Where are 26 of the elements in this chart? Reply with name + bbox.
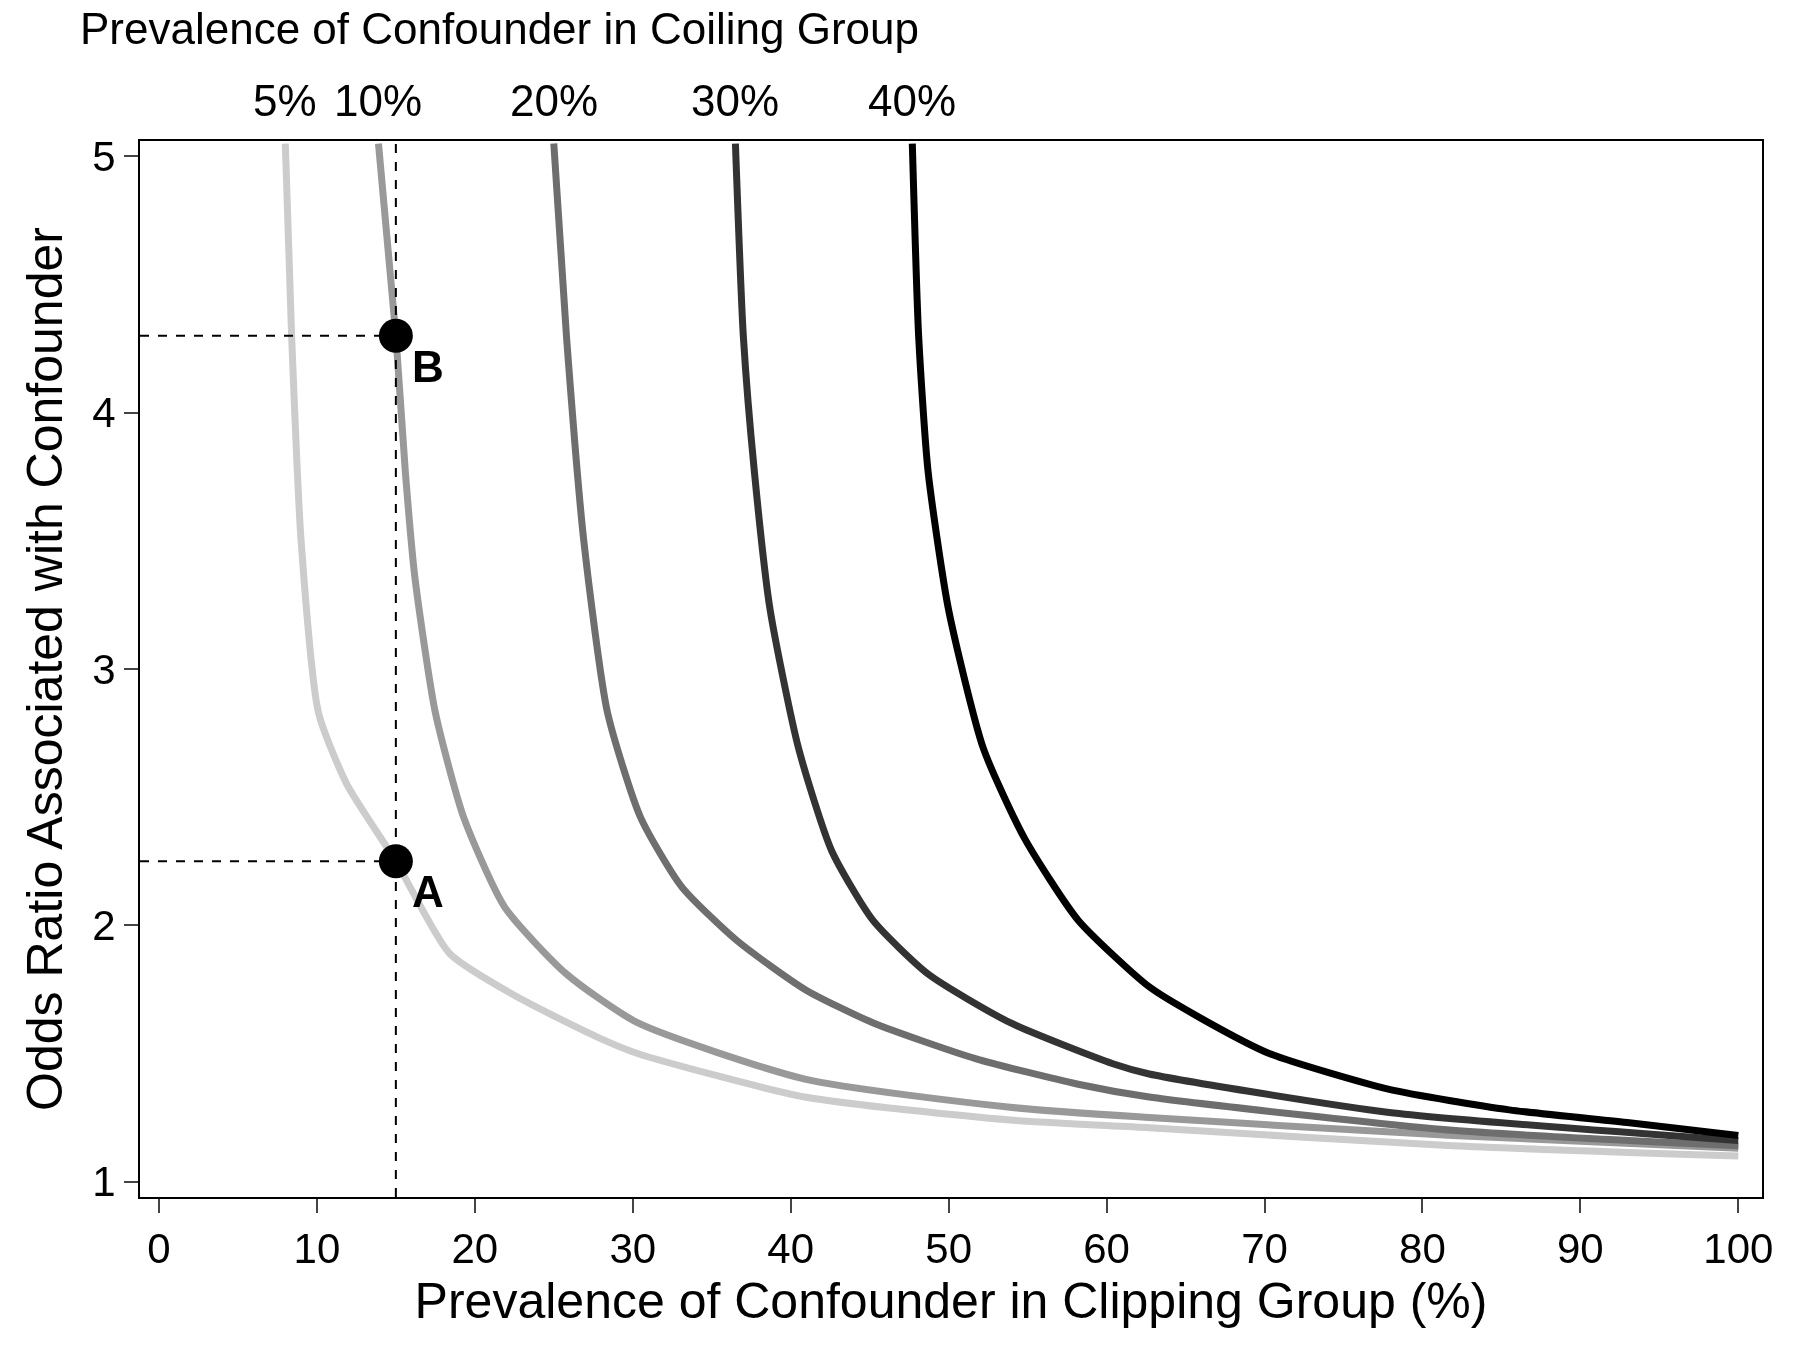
y-tick-label: 5 bbox=[92, 133, 116, 181]
x-axis-title: Prevalence of Confounder in Clipping Group (%) bbox=[414, 1273, 1488, 1330]
series-label: 20% bbox=[510, 76, 599, 125]
series-label: 40% bbox=[868, 76, 957, 125]
y-tick-label: 3 bbox=[92, 645, 116, 693]
x-tick-label: 60 bbox=[1083, 1225, 1130, 1273]
annotation: A bbox=[412, 867, 444, 916]
x-tick-label: 50 bbox=[925, 1225, 972, 1273]
x-tick-label: 40 bbox=[767, 1225, 815, 1273]
y-axis-title: Odds Ratio Associated with Confounder bbox=[16, 227, 73, 1111]
x-tick-label: 0 bbox=[147, 1225, 171, 1273]
series-label: 10% bbox=[334, 76, 423, 125]
x-tick-label: 70 bbox=[1241, 1225, 1288, 1273]
x-tick-label: 90 bbox=[1557, 1225, 1604, 1273]
y-tick-label: 2 bbox=[92, 902, 116, 950]
series-label: 30% bbox=[691, 76, 780, 125]
legend-title: Prevalence of Confounder in Coiling Group bbox=[80, 4, 919, 53]
x-tick-label: 10 bbox=[293, 1225, 341, 1273]
y-tick-label: 4 bbox=[92, 389, 116, 437]
x-tick-label: 80 bbox=[1399, 1225, 1446, 1273]
x-tick-label: 20 bbox=[451, 1225, 499, 1273]
y-tick-label: 1 bbox=[92, 1158, 116, 1206]
x-tick-label: 30 bbox=[609, 1225, 657, 1273]
series-label: 5% bbox=[253, 76, 317, 125]
annotation: B bbox=[412, 342, 444, 391]
x-tick-label: 100 bbox=[1703, 1225, 1774, 1273]
